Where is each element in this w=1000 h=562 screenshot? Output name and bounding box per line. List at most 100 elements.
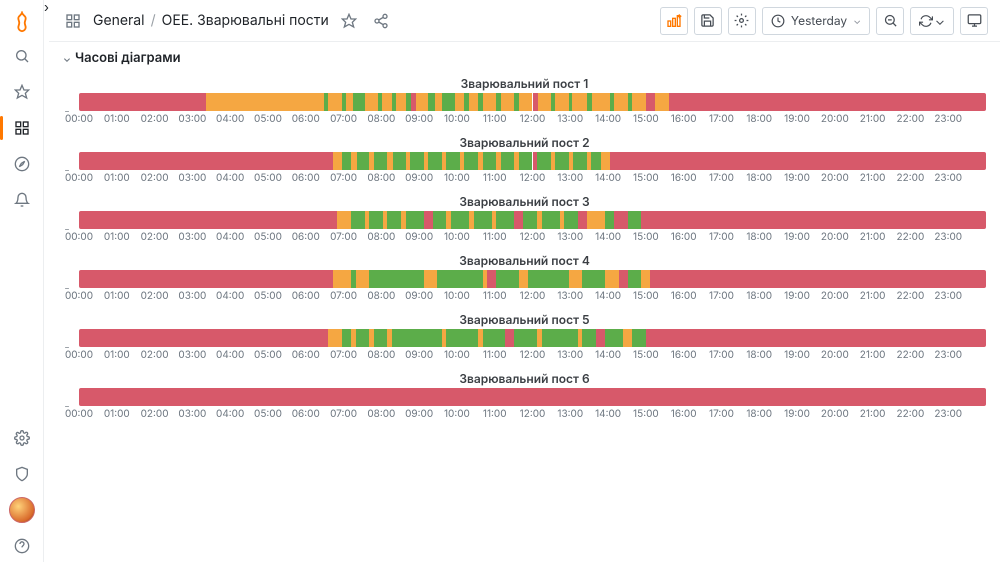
settings-button[interactable] [728, 7, 756, 35]
axis-tick: 16:00 [671, 113, 697, 125]
state-bar-wrap: -00:0001:0002:0003:0004:0005:0006:0007:0… [63, 152, 986, 186]
axis-tick: 07:00 [330, 408, 357, 420]
axis-tick: 07:00 [330, 113, 357, 125]
state-segment [79, 93, 206, 111]
state-segment [442, 93, 456, 111]
panel-title[interactable]: Зварювальний пост 1 [63, 72, 986, 93]
state-segment [519, 152, 533, 170]
state-segment [469, 93, 478, 111]
state-segment [591, 152, 600, 170]
axis-tick: 12:00 [520, 349, 546, 361]
nav-help[interactable] [6, 530, 38, 562]
state-segment [632, 329, 646, 347]
refresh-button[interactable]: ⌄ [910, 7, 954, 35]
axis-tick: 05:00 [254, 113, 282, 125]
state-segment [455, 93, 464, 111]
header-right: Yesterday ⌄ ⌄ [660, 7, 988, 35]
axis-tick: 17:00 [709, 349, 734, 361]
nav-profile[interactable] [6, 494, 38, 526]
row-header[interactable]: ⌄ Часові діаграми [63, 48, 986, 68]
state-bar[interactable] [79, 93, 986, 111]
axis-tick: 04:00 [216, 172, 244, 184]
axis-tick: 22:00 [897, 349, 925, 361]
state-segment [328, 93, 342, 111]
axis-tick: 15:00 [633, 231, 659, 243]
state-segment [446, 329, 478, 347]
state-bar[interactable] [79, 152, 986, 170]
chevron-down-icon: ⌄ [935, 13, 945, 29]
panel-title[interactable]: Зварювальний пост 5 [63, 308, 986, 329]
axis-tick: 01:00 [104, 349, 130, 361]
axis-tick: 16:00 [671, 172, 697, 184]
panel-title[interactable]: Зварювальний пост 6 [63, 367, 986, 388]
axis-tick: 18:00 [746, 172, 772, 184]
breadcrumb-sep: / [151, 12, 156, 29]
state-segment [333, 152, 342, 170]
state-segment [433, 211, 447, 229]
axis-tick: 11:00 [483, 349, 507, 361]
state-segment [641, 211, 986, 229]
axis-tick: 06:00 [292, 290, 320, 302]
axis-tick: 20:00 [821, 172, 849, 184]
panel-title[interactable]: Зварювальний пост 3 [63, 190, 986, 211]
axis-tick: 10:00 [444, 172, 470, 184]
state-segment [79, 211, 337, 229]
nav-explore[interactable] [6, 148, 38, 180]
panel-title[interactable]: Зварювальний пост 2 [63, 131, 986, 152]
state-segment [542, 329, 578, 347]
axis-tick: 20:00 [821, 231, 849, 243]
kiosk-button[interactable] [960, 7, 988, 35]
axis-tick: 11:00 [483, 231, 507, 243]
state-bar[interactable] [79, 270, 986, 288]
axis-tick: 06:00 [292, 408, 320, 420]
state-segment [542, 211, 560, 229]
nav-starred[interactable] [6, 76, 38, 108]
nav-dashboards[interactable] [6, 112, 38, 144]
breadcrumb-root[interactable]: General [93, 12, 145, 29]
state-segment [519, 93, 533, 111]
nav-alerts[interactable] [6, 184, 38, 216]
nav-search[interactable] [6, 40, 38, 72]
add-panel-button[interactable] [660, 7, 688, 35]
grafana-logo-icon[interactable] [8, 8, 36, 36]
state-segment [605, 211, 614, 229]
state-bar[interactable] [79, 388, 986, 406]
state-bar-wrap: -00:0001:0002:0003:0004:0005:0006:0007:0… [63, 329, 986, 363]
time-picker[interactable]: Yesterday ⌄ [762, 7, 870, 35]
axis-tick: 02:00 [141, 349, 169, 361]
state-segment [628, 211, 642, 229]
nav-configuration[interactable] [6, 422, 38, 454]
bar-holder: 00:0001:0002:0003:0004:0005:0006:0007:00… [79, 211, 986, 245]
state-segment [357, 152, 370, 170]
share-icon[interactable] [369, 9, 393, 33]
bar-holder: 00:0001:0002:0003:0004:0005:0006:0007:00… [79, 329, 986, 363]
axis-tick: 13:00 [557, 113, 583, 125]
dashboards-icon[interactable] [61, 9, 85, 33]
axis-tick: 10:00 [444, 408, 470, 420]
state-bar[interactable] [79, 329, 986, 347]
axis-tick: 18:00 [746, 231, 772, 243]
zoom-out-button[interactable] [876, 7, 904, 35]
state-bar-wrap: -00:0001:0002:0003:0004:0005:0006:0007:0… [63, 270, 986, 304]
axis-tick: 02:00 [141, 231, 169, 243]
dashboard-content: ⌄ Часові діаграми Зварювальний пост 1 -00… [49, 42, 1000, 562]
state-segment [514, 329, 537, 347]
state-segment [572, 93, 587, 111]
save-button[interactable] [694, 7, 722, 35]
state-bar-wrap: -00:0001:0002:0003:0004:0005:0006:0007:0… [63, 211, 986, 245]
axis-tick: 11:00 [483, 408, 507, 420]
state-segment [474, 211, 492, 229]
axis-tick: 23:00 [934, 113, 962, 125]
time-axis: 00:0001:0002:0003:0004:0005:0006:0007:00… [79, 290, 986, 304]
state-segment [669, 93, 986, 111]
nav-admin[interactable] [6, 458, 38, 490]
star-icon[interactable] [337, 9, 361, 33]
breadcrumb-title[interactable]: OEE. Зварювальні пости [162, 12, 329, 29]
state-segment [592, 93, 609, 111]
panel-title[interactable]: Зварювальний пост 4 [63, 249, 986, 270]
state-bar[interactable] [79, 211, 986, 229]
axis-tick: 15:00 [633, 172, 659, 184]
state-segment [555, 152, 569, 170]
state-segment [573, 152, 587, 170]
state-segment [346, 93, 353, 111]
